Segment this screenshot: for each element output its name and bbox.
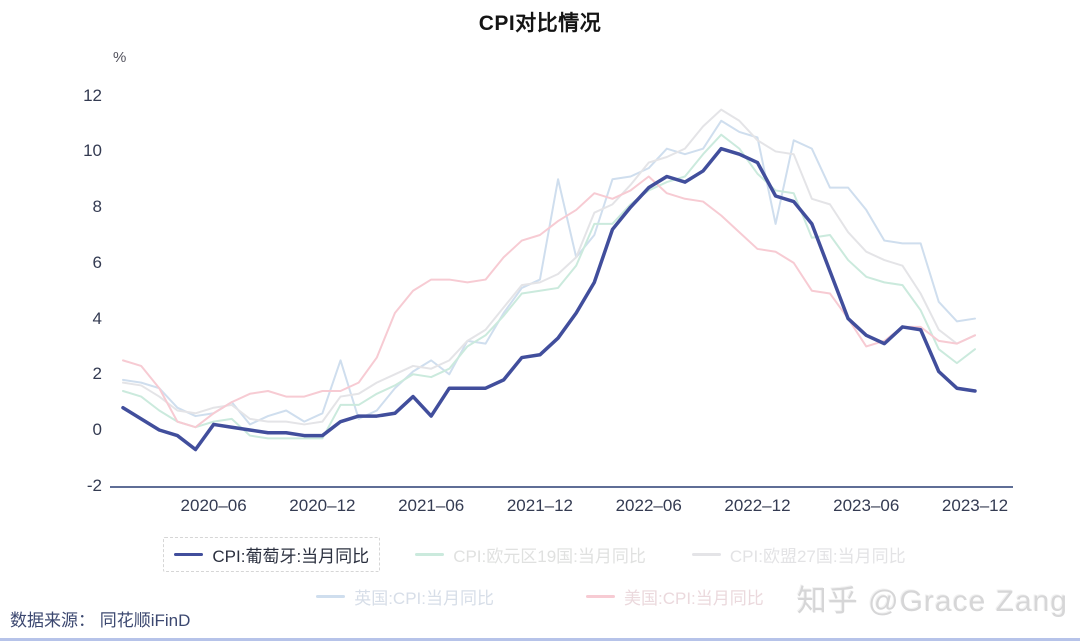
legend-label: 英国:CPI:当月同比 — [354, 589, 494, 608]
x-axis-tick-label: 2021–06 — [398, 496, 465, 515]
legend-label: 美国:CPI:当月同比 — [624, 589, 764, 608]
legend-label: CPI:欧盟27国:当月同比 — [729, 547, 906, 566]
legend-row-1: CPI:葡萄牙:当月同比 CPI:欧元区19国:当月同比 CPI:欧盟27国:当月同… — [0, 537, 1080, 572]
legend-swatch-icon — [174, 553, 204, 556]
x-axis-tick-label: 2020–12 — [289, 496, 356, 515]
legend-item-4[interactable]: 美国:CPI:当月同比 — [575, 579, 775, 614]
series-line-2 — [122, 108, 976, 426]
y-axis-tick-label: 6 — [92, 252, 102, 272]
legend-item-3[interactable]: 英国:CPI:当月同比 — [305, 579, 505, 614]
legend-item-0[interactable]: CPI:葡萄牙:当月同比 — [163, 537, 381, 572]
legend: CPI:葡萄牙:当月同比 CPI:欧元区19国:当月同比 CPI:欧盟27国:当月同… — [0, 537, 1080, 614]
zhihu-watermark: 知乎 @Grace Zang — [796, 585, 1068, 618]
data-source-note: 数据来源： 同花顺iFinD — [10, 611, 191, 630]
y-axis-tick-label: 10 — [83, 141, 102, 161]
series-line-0 — [121, 146, 977, 452]
y-axis-tick-label: -2 — [86, 475, 102, 495]
series-line-1 — [122, 133, 976, 440]
bottom-divider — [0, 638, 1080, 641]
legend-swatch-icon — [316, 595, 346, 598]
chart-title: CPI对比情况 — [478, 12, 602, 35]
y-axis-tick-label: 12 — [83, 85, 102, 105]
y-axis-unit-label: % — [113, 49, 127, 66]
x-axis-tick-label: 2022–06 — [615, 496, 682, 515]
y-axis-tick-label: 8 — [92, 197, 102, 217]
legend-swatch-icon — [586, 595, 615, 598]
x-axis-tick-label: 2020–06 — [180, 496, 247, 515]
legend-item-1[interactable]: CPI:欧元区19国:当月同比 — [404, 537, 657, 572]
legend-swatch-icon — [691, 553, 721, 556]
series-line-4 — [122, 175, 976, 429]
legend-item-2[interactable]: CPI:欧盟27国:当月同比 — [681, 537, 917, 572]
x-axis-tick-label: 2021–12 — [506, 496, 574, 515]
y-axis-tick-label: 0 — [92, 420, 102, 439]
legend-label: CPI:欧元区19国:当月同比 — [453, 547, 646, 566]
y-axis-tick-label: 2 — [92, 364, 102, 384]
series-line-3 — [122, 119, 976, 426]
legend-label: CPI:葡萄牙:当月同比 — [212, 547, 370, 566]
x-axis-tick-label: 2023–06 — [833, 496, 900, 515]
y-axis-tick-label: 4 — [92, 308, 102, 328]
legend-swatch-icon — [415, 553, 445, 556]
chart-plot-area[interactable] — [0, 0, 1080, 535]
x-axis-tick-label: 2022–12 — [724, 496, 791, 515]
legend-row-2: 英国:CPI:当月同比 美国:CPI:当月同比 — [0, 579, 1080, 614]
x-axis-tick-label: 2023–12 — [941, 496, 1009, 515]
